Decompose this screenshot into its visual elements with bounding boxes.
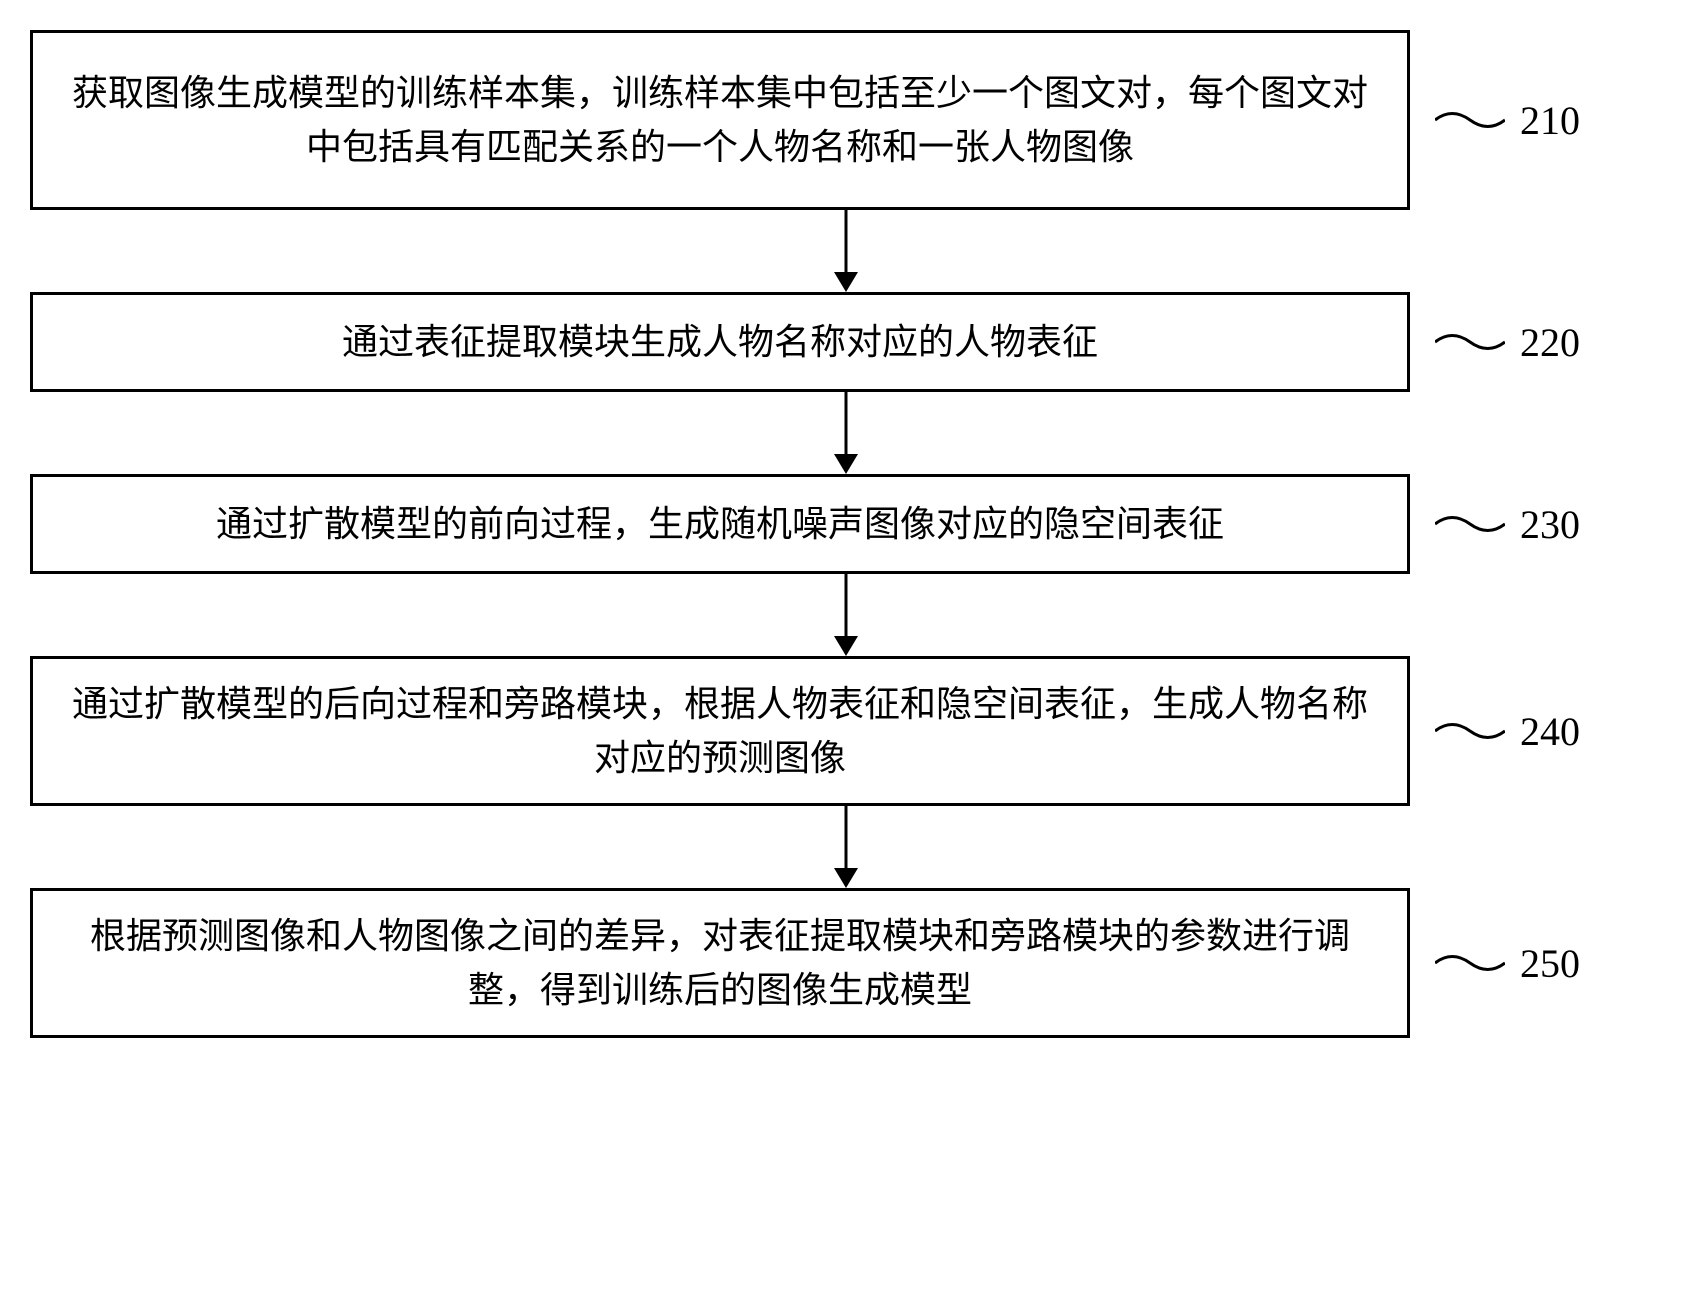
step-row: 通过扩散模型的前向过程，生成随机噪声图像对应的隐空间表征 230	[30, 474, 1661, 574]
step-box-220: 通过表征提取模块生成人物名称对应的人物表征	[30, 292, 1410, 392]
label-connector: 230	[1435, 501, 1580, 548]
label-connector: 240	[1435, 708, 1580, 755]
curve-icon	[1435, 948, 1505, 978]
step-text: 通过扩散模型的前向过程，生成随机噪声图像对应的隐空间表征	[216, 497, 1224, 551]
step-box-250: 根据预测图像和人物图像之间的差异，对表征提取模块和旁路模块的参数进行调整，得到训…	[30, 888, 1410, 1038]
curve-icon	[1435, 509, 1505, 539]
curve-icon	[1435, 716, 1505, 746]
arrow-container	[156, 210, 1536, 292]
step-row: 获取图像生成模型的训练样本集，训练样本集中包括至少一个图文对，每个图文对中包括具…	[30, 30, 1661, 210]
step-text: 获取图像生成模型的训练样本集，训练样本集中包括至少一个图文对，每个图文对中包括具…	[63, 66, 1377, 174]
curve-icon	[1435, 327, 1505, 357]
step-label: 220	[1520, 319, 1580, 366]
step-label: 230	[1520, 501, 1580, 548]
step-box-230: 通过扩散模型的前向过程，生成随机噪声图像对应的隐空间表征	[30, 474, 1410, 574]
label-connector: 210	[1435, 97, 1580, 144]
step-row: 通过表征提取模块生成人物名称对应的人物表征 220	[30, 292, 1661, 392]
curve-icon	[1435, 105, 1505, 135]
arrow-down-icon	[826, 806, 866, 888]
step-text: 根据预测图像和人物图像之间的差异，对表征提取模块和旁路模块的参数进行调整，得到训…	[63, 909, 1377, 1017]
step-text: 通过扩散模型的后向过程和旁路模块，根据人物表征和隐空间表征，生成人物名称对应的预…	[63, 677, 1377, 785]
arrow-container	[156, 574, 1536, 656]
label-connector: 250	[1435, 940, 1580, 987]
label-connector: 220	[1435, 319, 1580, 366]
step-label: 240	[1520, 708, 1580, 755]
step-box-240: 通过扩散模型的后向过程和旁路模块，根据人物表征和隐空间表征，生成人物名称对应的预…	[30, 656, 1410, 806]
flowchart-container: 获取图像生成模型的训练样本集，训练样本集中包括至少一个图文对，每个图文对中包括具…	[30, 30, 1661, 1038]
arrow-container	[156, 392, 1536, 474]
step-text: 通过表征提取模块生成人物名称对应的人物表征	[342, 315, 1098, 369]
step-row: 根据预测图像和人物图像之间的差异，对表征提取模块和旁路模块的参数进行调整，得到训…	[30, 888, 1661, 1038]
step-row: 通过扩散模型的后向过程和旁路模块，根据人物表征和隐空间表征，生成人物名称对应的预…	[30, 656, 1661, 806]
step-label: 210	[1520, 97, 1580, 144]
arrow-container	[156, 806, 1536, 888]
arrow-down-icon	[826, 392, 866, 474]
arrow-down-icon	[826, 210, 866, 292]
step-box-210: 获取图像生成模型的训练样本集，训练样本集中包括至少一个图文对，每个图文对中包括具…	[30, 30, 1410, 210]
step-label: 250	[1520, 940, 1580, 987]
arrow-down-icon	[826, 574, 866, 656]
